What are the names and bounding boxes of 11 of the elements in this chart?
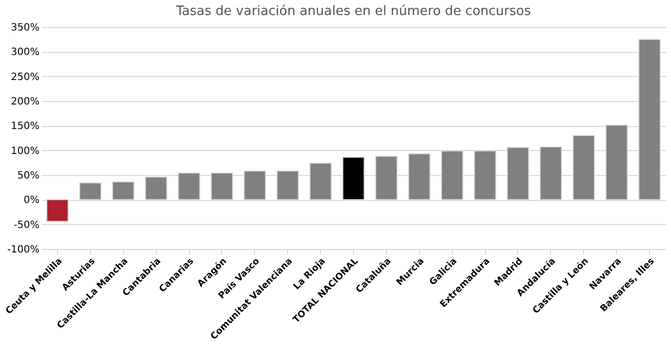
y-tick-label: 350% bbox=[10, 22, 40, 34]
y-tick-label: -50% bbox=[14, 220, 40, 231]
y-tick-label: 100% bbox=[10, 146, 40, 157]
y-tick-label: 50% bbox=[17, 170, 40, 182]
y-tick-label: 0% bbox=[24, 195, 40, 206]
y-tick-label: 300% bbox=[10, 47, 40, 58]
chart-title: Tasas de variación anuales en el número de concursos bbox=[175, 4, 532, 19]
y-tick-label: 200% bbox=[10, 96, 40, 108]
y-tick-label: 250% bbox=[10, 72, 40, 83]
y-tick-label: 150% bbox=[10, 121, 40, 132]
y-tick-label: -100% bbox=[7, 244, 40, 256]
